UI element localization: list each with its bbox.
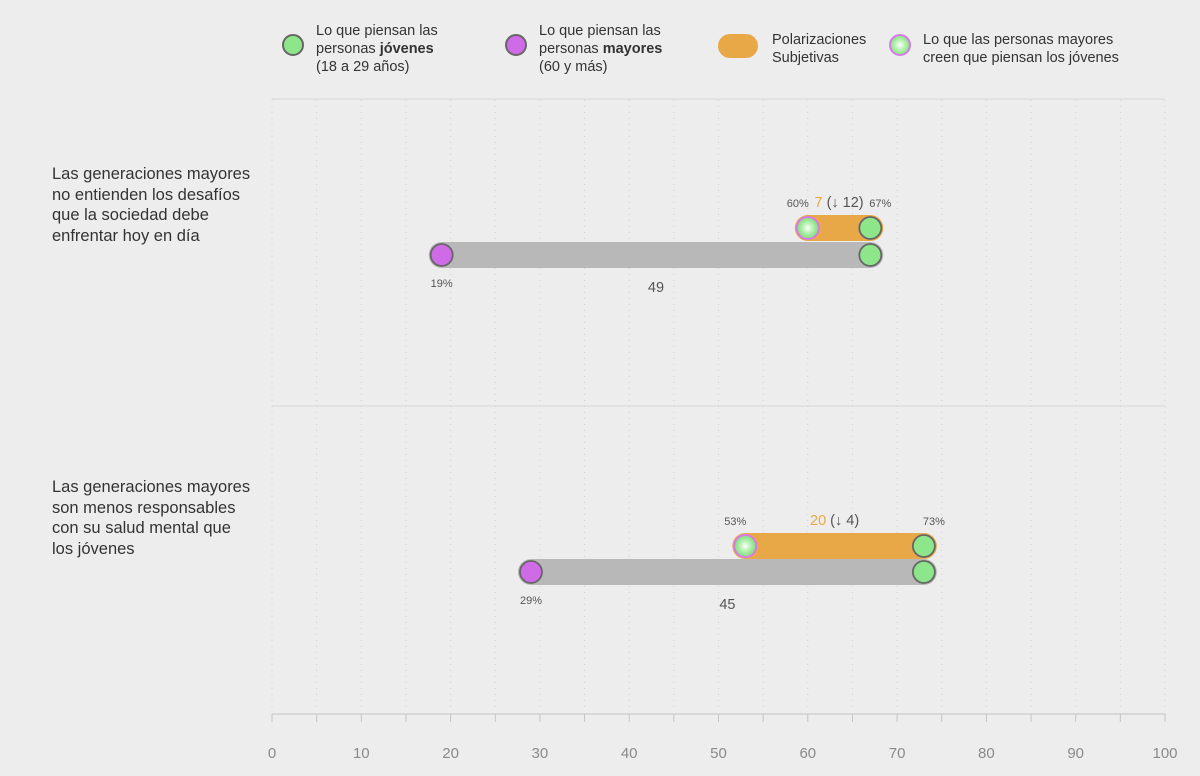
young-dot-top bbox=[911, 534, 936, 558]
row-label-1: Las generaciones mayores no entienden lo… bbox=[52, 165, 251, 245]
x-tick-label: 0 bbox=[268, 745, 276, 762]
row-2: 29% 73% 53% 45 20 (↓ 4) bbox=[517, 513, 945, 613]
perceived-value-label: 60% bbox=[787, 198, 809, 210]
young-value-label: 67% bbox=[869, 198, 891, 210]
legend-perceived-text: Lo que las personas mayores creen que pi… bbox=[923, 32, 1119, 66]
legend-old-swatch bbox=[505, 34, 527, 56]
legend-old: Lo que piensan las personas mayores (60 … bbox=[505, 22, 662, 76]
perceived-value-label: 53% bbox=[724, 516, 746, 528]
gap-value-label: 45 bbox=[719, 597, 735, 613]
polarization-bar bbox=[732, 533, 937, 559]
legend-polarization-text: Polarizaciones Subjetivas bbox=[772, 32, 867, 66]
x-tick-label: 30 bbox=[532, 745, 549, 762]
polarization-change: (↓ 12) bbox=[827, 195, 864, 211]
old-dot bbox=[519, 560, 543, 584]
polarization-label: 7 (↓ 12) bbox=[814, 195, 863, 211]
gap-value-label: 49 bbox=[648, 280, 664, 296]
young-dot bbox=[858, 243, 883, 267]
polarization-value: 20 bbox=[810, 513, 830, 529]
x-tick-label: 40 bbox=[621, 745, 638, 762]
x-tick-label: 80 bbox=[978, 745, 995, 762]
old-dot bbox=[429, 243, 454, 267]
old-value-label: 29% bbox=[520, 595, 542, 607]
row-label-2: Las generaciones mayores son menos respo… bbox=[52, 478, 251, 558]
old-value-label: 19% bbox=[431, 278, 453, 290]
young-dot bbox=[911, 560, 936, 584]
legend-polarization-swatch bbox=[718, 34, 758, 58]
polarization-value: 7 bbox=[814, 195, 826, 211]
legend-young-text: Lo que piensan las personas jóvenes (18 … bbox=[316, 23, 438, 75]
legend-perceived-swatch bbox=[889, 34, 911, 56]
perceived-dot bbox=[795, 216, 820, 240]
legend-old-text: Lo que piensan las personas mayores (60 … bbox=[539, 23, 663, 75]
legend-young: Lo que piensan las personas jóvenes (18 … bbox=[282, 22, 438, 76]
x-tick-label: 90 bbox=[1067, 745, 1084, 762]
x-tick-label: 100 bbox=[1152, 745, 1177, 762]
row-1: 19% 67% 60% 49 7 (↓ 12) bbox=[428, 195, 892, 296]
x-tick-label: 20 bbox=[442, 745, 459, 762]
x-tick-label: 60 bbox=[799, 745, 816, 762]
polarization-label: 20 (↓ 4) bbox=[810, 513, 859, 529]
legend-young-swatch bbox=[282, 34, 304, 56]
young-dot-top bbox=[858, 216, 883, 240]
gap-bar bbox=[517, 559, 937, 585]
x-tick-label: 70 bbox=[889, 745, 906, 762]
perceived-dot bbox=[733, 534, 758, 558]
polarization-change: (↓ 4) bbox=[830, 513, 859, 529]
x-tick-label: 10 bbox=[353, 745, 370, 762]
legend-perceived: Lo que las personas mayores creen que pi… bbox=[889, 22, 1119, 67]
gap-bar bbox=[428, 242, 884, 268]
x-tick-label: 50 bbox=[710, 745, 727, 762]
young-value-label: 73% bbox=[923, 516, 945, 528]
legend-polarization: Polarizaciones Subjetivas bbox=[718, 22, 866, 67]
